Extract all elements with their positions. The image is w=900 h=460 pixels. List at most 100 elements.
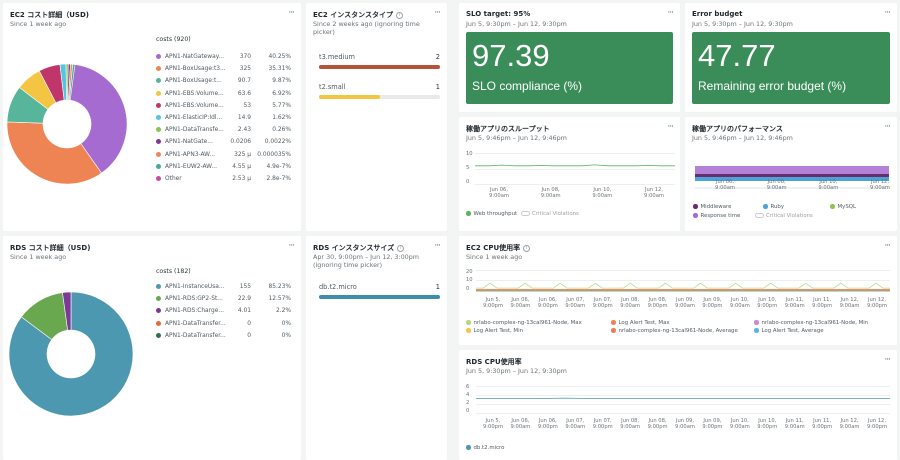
legend-row[interactable]: APN1-RDS:Charge... 4.01 2.2% <box>156 306 291 316</box>
ec2-type-menu-icon[interactable]: ··· <box>434 8 441 18</box>
legend-row[interactable]: Other 2.53 μ 2.8e-7% <box>156 174 291 184</box>
x-tick: Jun 09, 9:00am <box>675 297 695 309</box>
x-tick: Jun 06, 9:00am <box>489 187 509 199</box>
bar-track[interactable] <box>319 295 440 299</box>
info-icon[interactable]: i <box>523 244 531 252</box>
legend-item[interactable]: Ruby <box>763 204 784 210</box>
legend-item[interactable]: Middleware <box>693 204 731 210</box>
legend-name: APN1-RDS:GP2-St... <box>165 296 223 303</box>
legend-item[interactable]: db.t2.micro <box>466 445 504 451</box>
donut-slice[interactable] <box>68 64 76 101</box>
legend-row[interactable]: APN1-DataTransfer... 0 0% <box>156 331 291 341</box>
bar-track[interactable] <box>319 95 440 99</box>
legend-item[interactable]: Web throughput <box>466 211 517 217</box>
bar-track[interactable] <box>319 65 440 69</box>
ec2-cpu-since: Since 1 week ago <box>466 253 523 261</box>
legend-row[interactable]: APN1-EBS:Volume... 53 5.77% <box>156 101 291 111</box>
rds-cost-since: Since 1 week ago <box>10 253 67 261</box>
rds-cpu-chart[interactable] <box>476 386 890 414</box>
legend-name: APN1-NatGate... <box>165 139 213 146</box>
legend-row[interactable]: APN1-DataTransfe... 2.43 0.26% <box>156 125 291 135</box>
info-icon[interactable]: i <box>397 244 405 252</box>
legend-row[interactable]: APN1-EBS:Volume... 63.6 6.92% <box>156 89 291 99</box>
slo-menu-icon[interactable]: ··· <box>667 8 674 18</box>
legend-toggle[interactable]: Critical Violations <box>755 213 813 219</box>
legend-row[interactable]: APN1-BoxUsage:t... 90.7 9.87% <box>156 76 291 86</box>
series-line[interactable] <box>475 164 675 167</box>
legend-item[interactable]: Log Alert Test, Max <box>611 320 670 326</box>
rds-cpu-menu-icon[interactable]: ··· <box>884 355 891 365</box>
perf-chart[interactable] <box>695 163 889 189</box>
legend-item[interactable]: nrlabo-complex-ng-13cal961-Node, Min <box>754 320 868 326</box>
budget-card: Error budget Jun 5, 9:30pm – Jun 12, 9:3… <box>685 3 897 112</box>
legend-row[interactable]: APN1-DataTransfer... 0 0% <box>156 319 291 329</box>
legend-row[interactable]: APN1-BoxUsage:t3... 325 35.31% <box>156 64 291 74</box>
y-tick: 0 <box>466 179 470 185</box>
legend-value: 2.53 μ <box>232 176 251 182</box>
legend-dot <box>156 296 161 302</box>
legend-dot <box>156 320 161 326</box>
donut-slice[interactable] <box>62 292 72 331</box>
legend-item[interactable]: nrlabo-complex-ng-13cal961-Node, Max <box>466 320 582 326</box>
legend-row[interactable]: APN1-EUW2-AW... 4.55 μ 4.9e-7% <box>156 162 291 172</box>
legend-item[interactable]: Response time <box>693 213 740 219</box>
throughput-chart[interactable] <box>475 153 675 185</box>
donut-slice[interactable] <box>7 121 102 185</box>
legend-row[interactable]: APN1-NatGateway... 370 40.25% <box>156 52 291 62</box>
series-line[interactable] <box>476 282 890 289</box>
donut-slice[interactable] <box>9 292 134 417</box>
legend-label: Log Alert Test, Max <box>618 320 670 326</box>
legend-dot <box>156 139 161 145</box>
legend-row[interactable]: APN1-InstanceUsa... 155 85.23% <box>156 282 291 292</box>
legend-item[interactable]: MySQL <box>830 204 856 210</box>
throughput-card: 稼働アプリのスループット Jun 5, 9:46pm – Jun 12, 9:4… <box>459 117 680 231</box>
legend-percent: 0% <box>281 320 291 327</box>
legend-toggle[interactable]: Critical Violations <box>521 211 579 217</box>
legend-row[interactable]: APN1-APN3-AW... 325 μ 0.000035% <box>156 150 291 160</box>
x-tick: Jun 10, 9:00am <box>818 179 839 191</box>
bar-value: 1 <box>435 83 440 91</box>
legend-dot <box>156 102 161 108</box>
x-tick: Jun 11, 9:00pm <box>812 297 833 309</box>
slo-value: 97.39 <box>472 38 550 73</box>
legend-row[interactable]: APN1-ElasticIP:Idl... 14.9 1.62% <box>156 113 291 123</box>
legend-label: db.t2.micro <box>473 445 505 451</box>
y-tick: 4 <box>466 392 470 398</box>
budget-menu-icon[interactable]: ··· <box>884 8 891 18</box>
ec2-cpu-menu-icon[interactable]: ··· <box>884 241 891 251</box>
rds-type-title-text: RDS インスタンスサイズ <box>313 244 395 252</box>
throughput-menu-icon[interactable]: ··· <box>667 122 674 132</box>
throughput-title: 稼働アプリのスループット <box>466 125 550 133</box>
legend-value: 4.55 μ <box>232 163 251 170</box>
info-icon[interactable]: i <box>395 11 403 19</box>
legend-value: 14.9 <box>237 115 251 121</box>
legend-name: APN1-APN3-AW... <box>165 151 215 158</box>
legend-dot <box>156 332 161 338</box>
legend-item[interactable]: Log Alert Test, Average <box>754 328 824 334</box>
legend-item[interactable]: nrlabo-complex-ng-13cal961-Node, Average <box>611 328 738 334</box>
donut-slice[interactable] <box>66 64 128 174</box>
legend-row[interactable]: APN1-NatGate... 0.0206 0.0022% <box>156 137 291 147</box>
legend-dot <box>611 320 616 325</box>
x-tick: Jun 10, 9:00pm <box>757 418 778 430</box>
ec2-cpu-card: EC2 CPU使用率 i Since 1 week ago ··· 20 10 0… <box>459 236 897 345</box>
y-tick: 5 <box>466 165 470 171</box>
slo-range: Jun 5, 9:30pm – Jun 12, 9:30pm <box>466 20 567 28</box>
ec2-cost-menu-icon[interactable]: ··· <box>288 8 295 18</box>
perf-menu-icon[interactable]: ··· <box>884 122 891 132</box>
legend-item[interactable]: Log Alert Test, Min <box>466 328 523 334</box>
y-tick: 10 <box>466 277 473 283</box>
legend-dot <box>156 308 161 314</box>
ec2-cpu-chart[interactable] <box>476 270 890 292</box>
rds-cpu-title: RDS CPU使用率 <box>466 358 522 366</box>
legend-dot <box>156 90 161 96</box>
legend-row[interactable]: APN1-RDS:GP2-St... 22.9 12.57% <box>156 294 291 304</box>
x-tick: Jun 12, 9:00pm <box>867 297 887 309</box>
rds-cost-menu-icon[interactable]: ··· <box>288 241 295 251</box>
legend-label: nrlabo-complex-ng-13cal961-Node, Max <box>473 320 582 326</box>
legend-name: Other <box>165 176 182 182</box>
rds-type-menu-icon[interactable]: ··· <box>434 241 441 251</box>
rds-cpu-card: RDS CPU使用率 Jun 5, 9:30pm – Jun 12, 9:30p… <box>459 350 897 460</box>
bar-fill <box>319 65 440 69</box>
legend-value: 0 <box>247 332 251 339</box>
